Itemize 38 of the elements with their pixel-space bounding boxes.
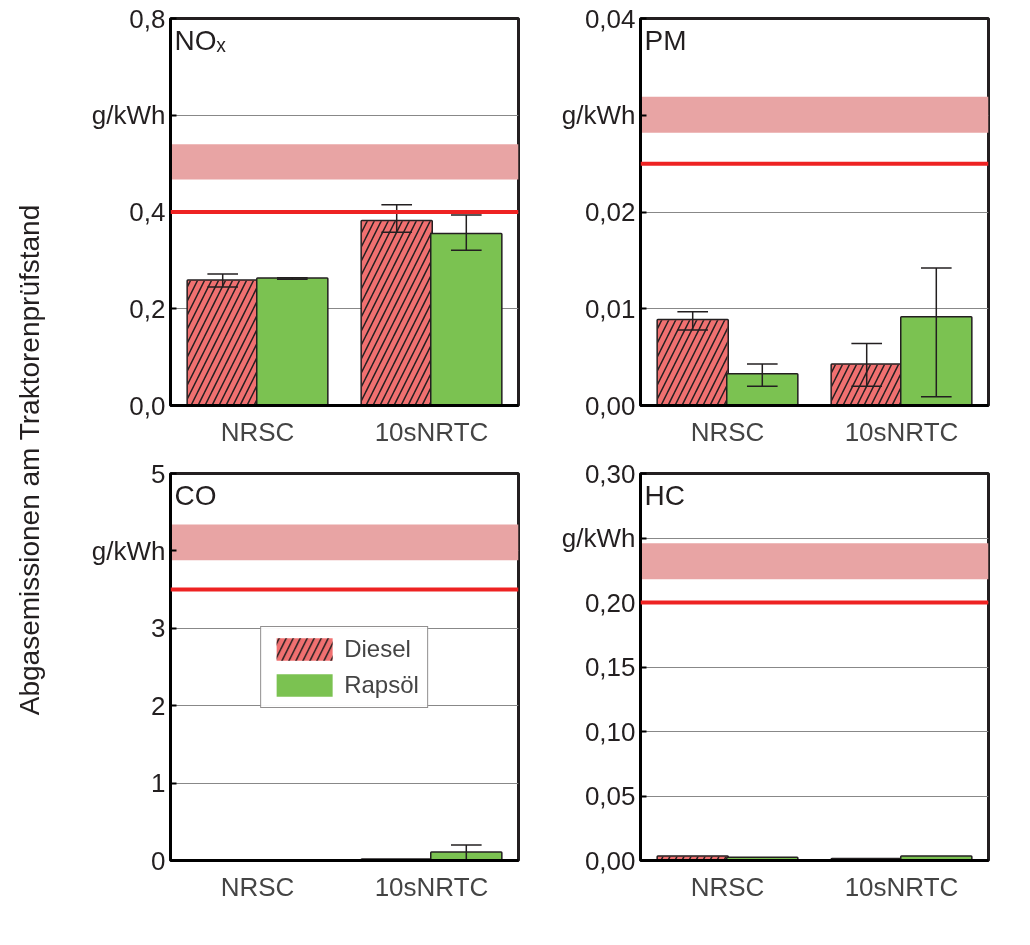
x-tick-label: NRSC — [690, 416, 765, 447]
y-tick-label: g/kWh — [561, 523, 636, 553]
y-axis-title: Abgasemissionen am Traktorenprüfstand — [13, 204, 46, 716]
y-tick-label: 0,00 — [584, 390, 636, 421]
chart-title: NOₓ — [174, 24, 227, 56]
y-tick-label: 0,20 — [584, 587, 636, 618]
y-tick-label: 0,02 — [584, 197, 636, 227]
y-tick-label: 0,00 — [584, 845, 636, 876]
chart-title: PM — [644, 24, 687, 56]
x-tick-label: 10sNRTC — [374, 871, 489, 902]
y-tick-label: 0 — [151, 845, 166, 876]
chart-title: HC — [644, 479, 685, 511]
y-tick-label: 0,05 — [584, 781, 636, 811]
y-tick-label: 0,2 — [129, 293, 166, 324]
y-tick-label: g/kWh — [91, 535, 166, 566]
y-tick-label: 0,15 — [584, 652, 636, 682]
y-tick-label: 0,8 — [129, 3, 166, 34]
legend-label: Diesel — [344, 634, 411, 663]
y-tick-label: 0,01 — [584, 293, 636, 324]
y-tick-label: 3 — [151, 613, 166, 644]
y-tick-label: 0,4 — [129, 197, 166, 227]
y-tick-label: 2 — [151, 690, 166, 721]
y-tick-label: 1 — [151, 768, 166, 799]
y-tick-label: 0,0 — [129, 390, 166, 421]
x-tick-label: 10sNRTC — [844, 416, 959, 447]
y-tick-label: 0,10 — [584, 716, 636, 747]
x-tick-label: NRSC — [690, 871, 765, 902]
x-tick-label: 10sNRTC — [844, 871, 959, 902]
y-tick-label: g/kWh — [561, 100, 636, 131]
legend-label: Rapsöl — [344, 670, 419, 699]
x-tick-label: NRSC — [220, 871, 295, 902]
x-tick-label: NRSC — [220, 416, 295, 447]
x-tick-label: 10sNRTC — [374, 416, 489, 447]
y-tick-label: 5 — [151, 458, 166, 489]
chart-title: CO — [174, 479, 217, 511]
y-tick-label: 0,04 — [584, 3, 636, 34]
y-tick-label: g/kWh — [91, 100, 166, 131]
y-tick-label: 0,30 — [584, 458, 636, 489]
